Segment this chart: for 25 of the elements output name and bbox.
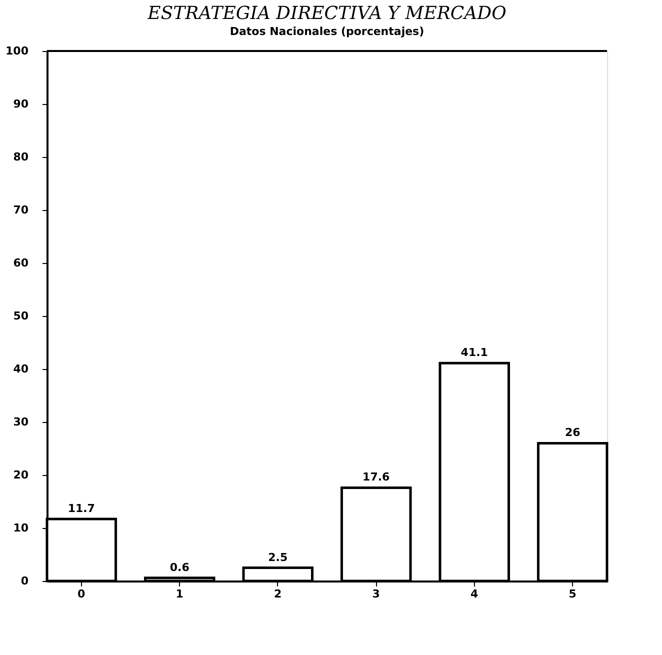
y-tick-label: 50 [13, 310, 29, 322]
chart-subtitle: Datos Nacionales (porcentajes) [230, 25, 424, 38]
y-tick-label: 10 [13, 522, 29, 534]
data-label: 0.6 [170, 560, 190, 574]
y-tick-label: 90 [13, 98, 29, 110]
y-tick-label: 100 [6, 44, 29, 58]
chart-title: ESTRATEGIA DIRECTIVA Y MERCADO [146, 3, 507, 24]
data-label: 26 [564, 426, 581, 440]
x-tick-label: 5 [568, 588, 576, 600]
y-tick-label: 70 [13, 204, 29, 216]
y-tick-label: 40 [13, 362, 29, 376]
data-label: 2.5 [268, 550, 288, 564]
x-tick-label: 1 [176, 588, 184, 600]
x-tick-label: 0 [78, 588, 86, 600]
y-tick-label: 0 [20, 574, 29, 588]
y-tick-label: 30 [13, 416, 29, 428]
data-label: 41.1 [460, 346, 488, 360]
x-tick-label: 2 [274, 588, 282, 600]
x-tick-label: 4 [470, 588, 479, 600]
data-label: 17.6 [362, 470, 390, 484]
data-label: 11.7 [68, 502, 95, 515]
y-tick-label: 20 [13, 468, 29, 482]
y-tick-label: 80 [13, 150, 29, 164]
y-tick-label: 60 [13, 256, 29, 270]
x-tick-label: 3 [372, 588, 380, 600]
